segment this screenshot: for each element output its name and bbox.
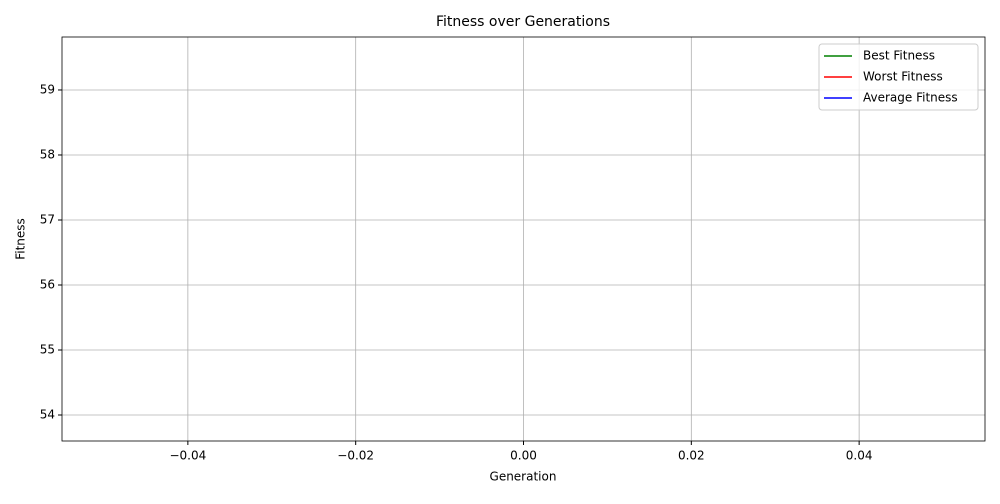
y-tick-label: 59	[40, 82, 55, 96]
x-tick-label: 0.04	[846, 449, 873, 463]
chart-title: Fitness over Generations	[436, 14, 610, 30]
x-tick-label: 0.00	[510, 449, 537, 463]
legend-label: Average Fitness	[863, 91, 958, 105]
legend-label: Best Fitness	[863, 49, 935, 63]
y-axis-label: Fitness	[14, 218, 28, 260]
legend-label: Worst Fitness	[863, 70, 943, 84]
x-tick-label: −0.02	[337, 449, 374, 463]
plot-frame	[61, 36, 986, 442]
y-tick-label: 54	[40, 407, 55, 421]
y-tick-label: 57	[40, 212, 55, 226]
y-tick-label: 55	[40, 342, 55, 356]
y-tick-label: 58	[40, 147, 55, 161]
legend-box	[818, 43, 979, 111]
y-tick-label: 56	[40, 277, 55, 291]
x-tick-label: −0.04	[169, 449, 206, 463]
x-tick-label: 0.02	[678, 449, 705, 463]
x-axis-label: Generation	[490, 470, 557, 484]
